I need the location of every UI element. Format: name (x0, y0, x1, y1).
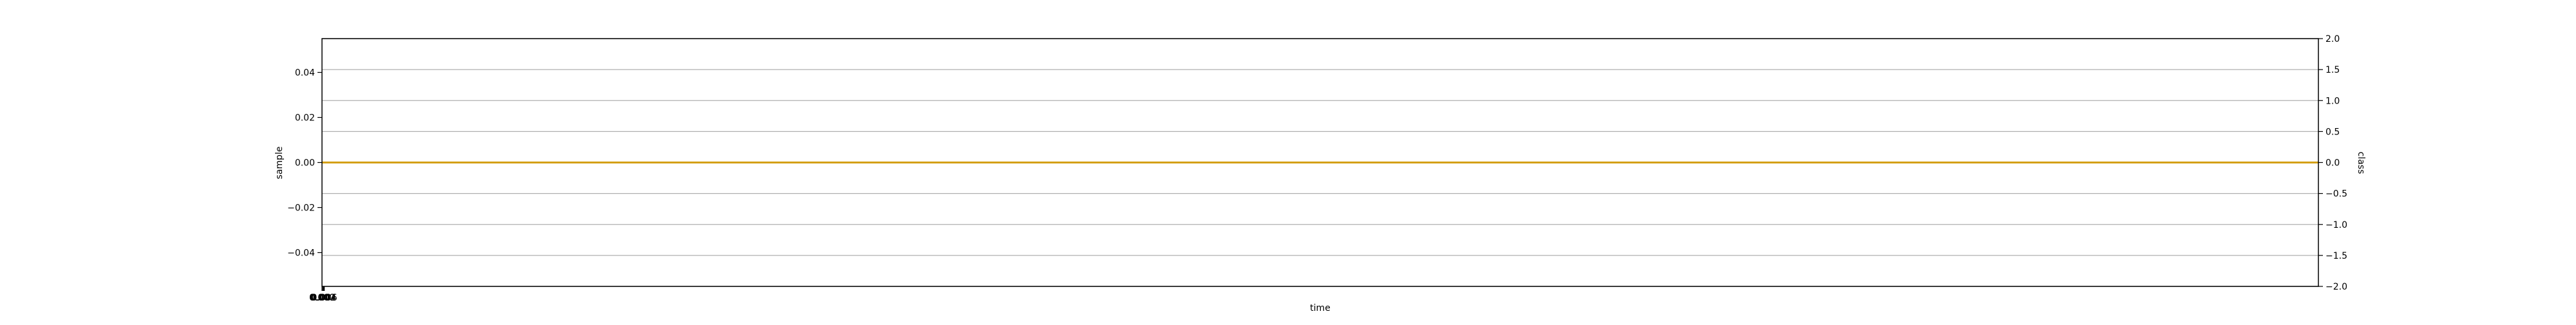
x-axis-label: time (1310, 303, 1331, 313)
x-tick-label: 0.006 (312, 293, 337, 303)
y2-tick-label: 0.5 (2325, 127, 2340, 137)
y2-tick-label: −2.0 (2325, 282, 2347, 292)
y-tick-label: −0.02 (287, 203, 315, 214)
y2-tick-label: 1.0 (2325, 96, 2340, 106)
y-axis-label: sample (274, 147, 285, 180)
y-tick-label: 0.02 (295, 113, 315, 124)
y-tick-label: 0.04 (295, 68, 315, 79)
x-tick-label: 0.000 (309, 293, 335, 303)
y2-tick-label: −1.0 (2325, 220, 2347, 230)
y2-axis-label: class (2356, 152, 2366, 174)
y2-tick-label: 1.5 (2325, 65, 2340, 75)
y2-tick-label: 0.0 (2325, 158, 2340, 169)
x-tick-label: 0.002 (310, 293, 336, 303)
y2-tick-label: −0.5 (2325, 189, 2347, 200)
x-tick-label: 0.004 (310, 293, 336, 303)
y-tick-label: −0.04 (287, 248, 315, 259)
y-tick-label: 0.00 (295, 158, 315, 169)
y2-tick-label: 2.0 (2325, 34, 2340, 44)
ticks-layer: 0.04 0.02 0.00 −0.02 −0.04 2.0 1.5 1.0 0.5 0.0 −0.… (287, 34, 2347, 303)
y2-tick-label: −1.5 (2325, 251, 2347, 261)
